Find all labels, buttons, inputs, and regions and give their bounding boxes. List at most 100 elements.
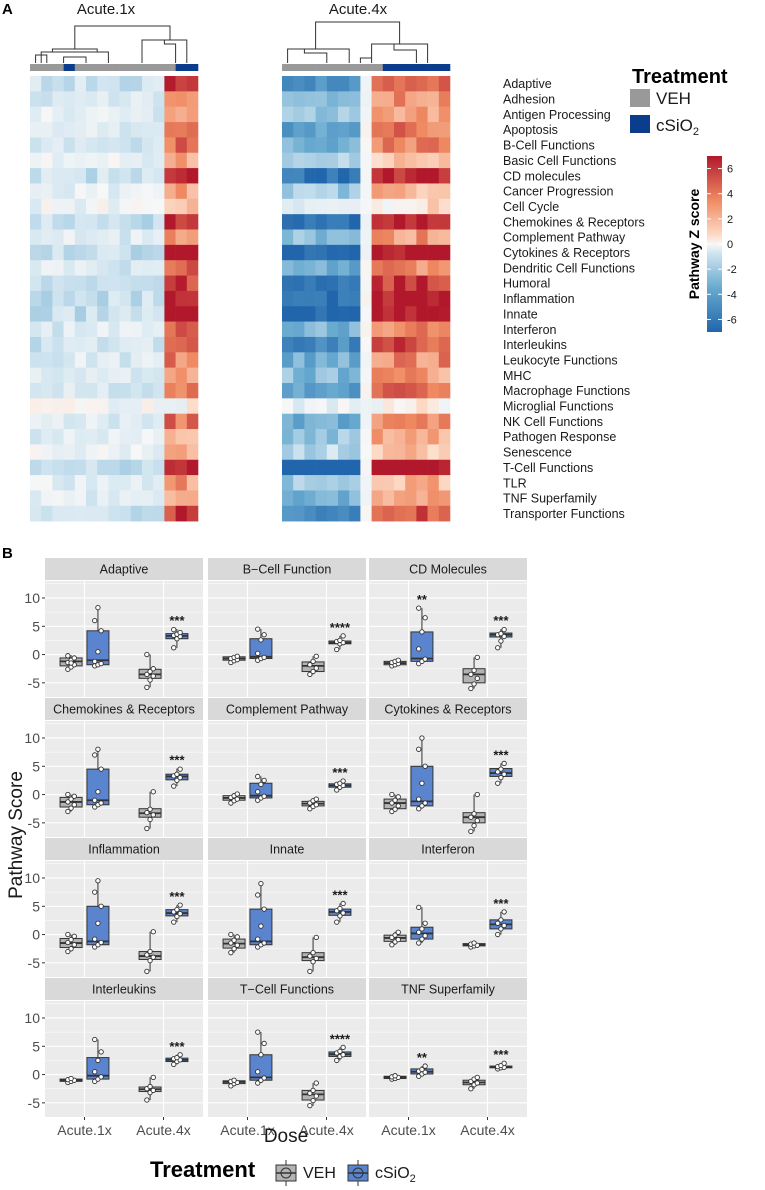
- heatmap-cell: [338, 290, 350, 307]
- heatmap-cell: [74, 459, 87, 476]
- heatmap-cell: [394, 321, 406, 338]
- heatmap-cell: [86, 367, 98, 384]
- data-point: [144, 671, 150, 678]
- heatmap-cell: [438, 306, 451, 322]
- box-veh-acute-4x: [462, 1074, 486, 1092]
- heatmap-cell: [119, 459, 132, 476]
- heatmap-cell: [360, 152, 372, 169]
- heatmap-cell: [153, 122, 165, 138]
- data-point: [392, 797, 398, 803]
- data-point: [68, 946, 74, 952]
- heatmap-cell: [86, 444, 98, 461]
- heatmap-cell: [416, 214, 428, 230]
- data-point: [228, 931, 234, 938]
- heatmap-cell: [360, 352, 372, 368]
- heatmap-cell: [52, 306, 64, 322]
- heatmap-cell: [382, 137, 395, 154]
- significance-label: ***: [332, 887, 348, 902]
- heatmap-cell: [30, 260, 42, 276]
- data-point: [174, 913, 180, 920]
- heatmap-cell: [427, 183, 440, 200]
- heatmap-cell: [438, 290, 451, 307]
- heatmap-cell: [438, 367, 451, 384]
- heatmap-cell: [427, 152, 440, 169]
- x-tick-label: Acute.4x: [460, 1122, 514, 1138]
- heatmap-cell: [74, 106, 87, 123]
- facet-panel: Chemokines & Receptors 10 5 0 -5 ***: [24, 698, 203, 837]
- data-point: [495, 931, 501, 938]
- heatmap-cell: [130, 91, 143, 107]
- heatmap-cell: [97, 275, 109, 292]
- heatmap-cell: [142, 183, 154, 200]
- heatmap-cell: [427, 459, 440, 476]
- significance-label: **: [417, 592, 428, 607]
- heatmap-cell: [360, 183, 372, 200]
- heatmap-cell: [142, 168, 154, 184]
- heatmap-cell: [175, 122, 188, 138]
- heatmap-cell: [405, 429, 417, 445]
- heatmap-cell: [130, 290, 143, 307]
- data-point: [92, 617, 98, 624]
- data-point: [98, 628, 104, 634]
- data-point: [340, 1052, 346, 1058]
- heatmap-cell: [153, 383, 165, 399]
- x-tick-label: Acute.1x: [381, 1122, 435, 1138]
- data-point: [422, 920, 428, 926]
- heatmap-cell: [63, 198, 76, 215]
- heatmap-cell: [175, 459, 188, 476]
- box-veh-acute-1x: [59, 931, 83, 955]
- heatmap-cell: [119, 444, 132, 461]
- heatmap-cell: [130, 152, 143, 169]
- heatmap-cell: [416, 183, 428, 200]
- heatmap-cell: [130, 76, 143, 92]
- data-point: [474, 675, 480, 681]
- data-point: [468, 828, 474, 834]
- data-point: [92, 1069, 98, 1075]
- heatmap-cell: [186, 490, 199, 507]
- heatmap-cell: [360, 137, 372, 154]
- heatmap-cell: [405, 275, 417, 292]
- heatmap-cell: [63, 505, 76, 522]
- data-point: [422, 933, 428, 939]
- data-point: [147, 677, 153, 683]
- heatmap-cell: [41, 321, 53, 338]
- heatmap-cell: [416, 106, 428, 123]
- data-point: [419, 926, 425, 932]
- heatmap-cell: [382, 367, 395, 384]
- heatmap-cell: [74, 244, 87, 261]
- heatmap-cell: [438, 137, 451, 154]
- heatmap-cell: [360, 76, 372, 92]
- data-point: [307, 1103, 313, 1109]
- heatmap-cell: [164, 122, 176, 138]
- facet-panel: CD Molecules*****: [369, 558, 527, 697]
- heatmap-cell: [293, 290, 305, 307]
- data-point: [171, 783, 177, 789]
- facet-panel: TNF Superfamily** ***Acute.1x Acute.4x: [369, 978, 527, 1138]
- data-point: [416, 929, 422, 935]
- heatmap-cell: [74, 475, 87, 491]
- heatmap-cell: [427, 229, 440, 246]
- heatmap-cell: [427, 137, 440, 154]
- box-veh-acute-1x: [383, 929, 407, 948]
- heatmap-cell: [63, 475, 76, 491]
- heatmap-cell: [304, 429, 316, 445]
- data-point: [258, 923, 264, 929]
- heatmap-cell: [175, 321, 188, 338]
- heatmap-cell: [41, 275, 53, 292]
- colorbar-tick-label: -6: [727, 314, 737, 326]
- heatmap-cell: [416, 76, 428, 92]
- data-point: [65, 948, 71, 955]
- heatmap-cell: [349, 244, 361, 261]
- heatmap-cell: [315, 459, 328, 476]
- colorbar-tick-label: 4: [727, 189, 733, 201]
- data-point: [419, 629, 425, 635]
- data-point: [228, 950, 234, 956]
- heatmap-cell: [349, 183, 361, 200]
- heatmap-cell: [315, 183, 328, 200]
- heatmap-cell: [416, 367, 428, 384]
- heatmap-cell: [349, 336, 361, 353]
- data-point: [310, 950, 316, 956]
- data-point: [468, 685, 474, 692]
- heatmap-group-1: Acute.4x: [282, 1, 451, 522]
- facet-panel: Inflammation 10 5 0 -5 ***: [24, 838, 203, 977]
